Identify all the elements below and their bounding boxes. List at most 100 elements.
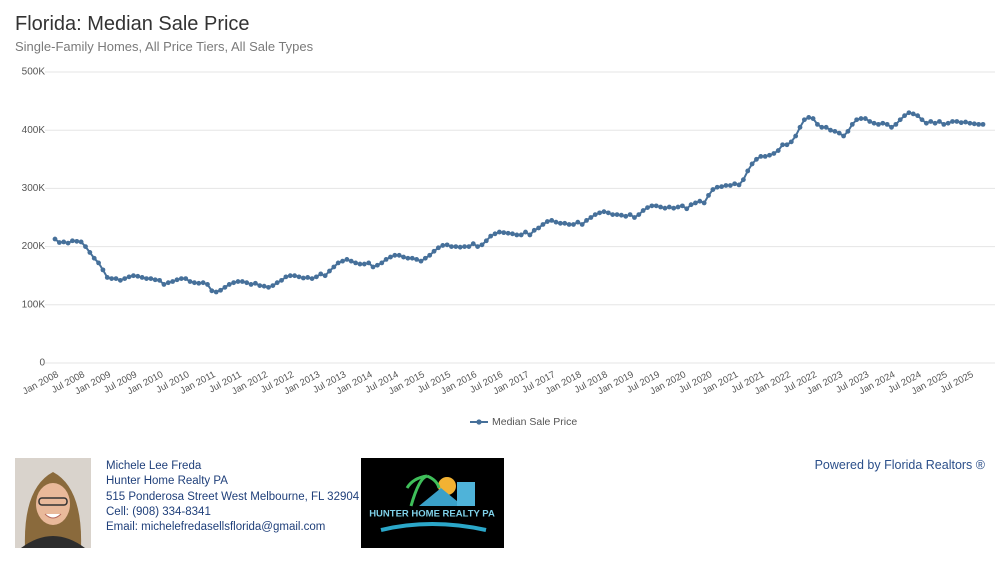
data-point	[597, 210, 603, 216]
data-point	[915, 113, 921, 119]
agent-photo	[15, 458, 91, 548]
data-point	[557, 220, 563, 226]
data-point	[754, 156, 759, 162]
powered-by[interactable]: Powered by Florida Realtors ®	[814, 458, 985, 472]
data-point	[971, 121, 977, 127]
data-point	[340, 258, 345, 264]
data-point	[767, 152, 772, 158]
data-point	[91, 255, 97, 261]
data-point	[592, 212, 598, 217]
data-point	[771, 151, 777, 156]
photo-art	[15, 458, 91, 548]
data-point	[714, 184, 720, 190]
agent-phone: Cell: (908) 334-8341	[106, 505, 211, 518]
data-point	[70, 238, 75, 244]
data-point	[161, 282, 167, 287]
data-point	[392, 252, 398, 258]
data-point	[719, 184, 724, 190]
data-point	[549, 218, 555, 223]
data-point	[836, 130, 842, 136]
data-point	[610, 212, 616, 217]
data-point	[876, 121, 881, 127]
data-point	[56, 240, 62, 245]
data-point	[566, 222, 572, 227]
data-point	[274, 280, 280, 286]
data-point	[200, 280, 206, 286]
data-point	[510, 231, 515, 237]
data-point	[793, 133, 799, 139]
data-point	[492, 231, 498, 237]
data-point	[65, 240, 71, 246]
legend-label: Median Sale Price	[492, 416, 577, 428]
data-point	[701, 200, 707, 206]
data-point	[61, 239, 67, 245]
data-point	[553, 219, 559, 225]
data-point	[196, 280, 202, 286]
data-point	[640, 208, 646, 213]
data-point	[218, 287, 223, 293]
data-point	[649, 203, 655, 209]
data-point	[113, 276, 119, 282]
data-point	[945, 120, 951, 126]
data-point	[248, 282, 254, 287]
data-point	[505, 230, 511, 236]
data-point	[300, 275, 306, 281]
data-point	[205, 282, 210, 287]
data-point	[139, 275, 145, 280]
data-point	[422, 255, 428, 261]
data-point	[514, 232, 520, 238]
data-point	[762, 153, 768, 159]
data-point	[601, 209, 607, 215]
data-point	[261, 283, 267, 289]
data-point	[470, 241, 476, 247]
data-point	[780, 142, 785, 148]
data-point	[605, 210, 611, 216]
data-point	[862, 116, 868, 121]
data-point	[83, 244, 88, 250]
data-point	[287, 273, 293, 279]
agent-email: Email: michelefredasellsflorida@gmail.co…	[106, 521, 326, 534]
chart-subtitle: Single-Family Homes, All Price Tiers, Al…	[15, 39, 314, 54]
data-point	[409, 255, 415, 261]
data-point	[231, 280, 237, 286]
data-point	[653, 203, 659, 209]
data-point	[632, 215, 637, 220]
data-point	[928, 119, 934, 124]
series-line	[54, 111, 983, 294]
data-point	[165, 280, 171, 286]
data-point	[967, 120, 973, 126]
data-point	[910, 111, 916, 117]
data-point	[152, 277, 158, 283]
data-point	[100, 267, 106, 273]
data-point	[483, 238, 489, 244]
data-point	[213, 289, 219, 295]
data-point	[479, 242, 485, 248]
data-point	[475, 244, 481, 250]
data-point	[266, 284, 271, 290]
data-point	[383, 257, 389, 262]
data-point	[871, 120, 877, 126]
data-point	[444, 242, 450, 248]
data-point	[801, 117, 807, 123]
data-point	[501, 230, 507, 236]
data-point	[666, 204, 672, 210]
data-point	[584, 218, 589, 223]
agent-company: Hunter Home Realty PA	[106, 475, 228, 488]
data-point	[693, 200, 698, 206]
data-point	[170, 279, 176, 284]
data-point	[457, 244, 463, 250]
data-point	[980, 121, 986, 127]
data-point	[727, 183, 733, 188]
data-point	[414, 257, 420, 262]
data-point	[950, 119, 955, 124]
data-point	[335, 260, 341, 266]
data-point	[562, 220, 568, 226]
chart-title: Florida: Median Sale Price	[15, 13, 250, 35]
data-point	[453, 244, 459, 250]
data-point	[758, 153, 764, 159]
data-point	[296, 274, 302, 280]
data-point	[257, 283, 263, 288]
data-point	[658, 204, 663, 210]
data-point	[867, 119, 873, 124]
